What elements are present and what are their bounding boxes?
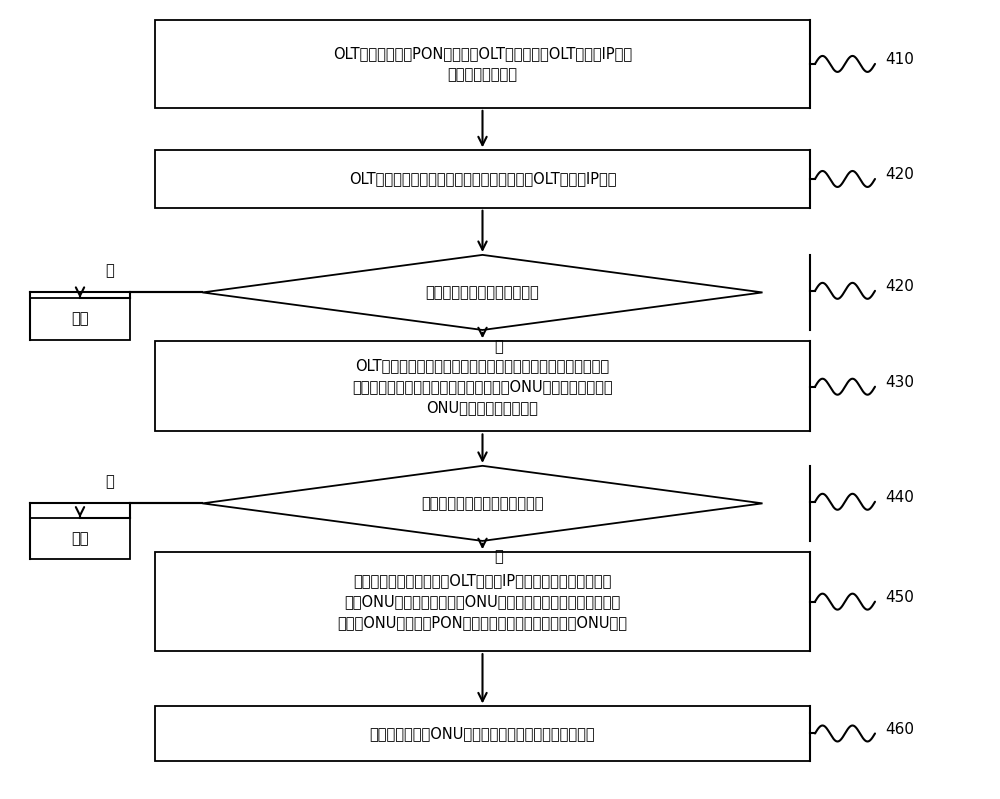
FancyBboxPatch shape — [155, 552, 810, 651]
Text: 线程池管理模块是否有空闲资源: 线程池管理模块是否有空闲资源 — [421, 496, 544, 511]
FancyBboxPatch shape — [155, 341, 810, 431]
Text: 是: 是 — [494, 340, 503, 355]
FancyBboxPatch shape — [155, 20, 810, 108]
Text: 是: 是 — [494, 549, 503, 564]
Text: 信息采集系统是否有空闲资源: 信息采集系统是否有空闲资源 — [426, 285, 539, 300]
FancyBboxPatch shape — [155, 150, 810, 208]
Text: 等待: 等待 — [71, 531, 89, 546]
Text: 420: 420 — [885, 280, 914, 294]
FancyBboxPatch shape — [30, 298, 130, 340]
FancyBboxPatch shape — [155, 706, 810, 761]
Text: 由线程池管理模块针对每OLT设备的IP地址在具有空闲资源的未
注册ONU采集模块或已注册ONU采集模块中创建一个线程，获取
未注册ONU信息以及PON端口的上联: 由线程池管理模块针对每OLT设备的IP地址在具有空闲资源的未 注册ONU采集模块… — [338, 573, 628, 630]
Text: OLT分发模块从待扫描队列中顺序取出需扫描OLT设备的IP地址: OLT分发模块从待扫描队列中顺序取出需扫描OLT设备的IP地址 — [349, 172, 616, 186]
Text: 等待: 等待 — [71, 312, 89, 326]
Text: 线程将获取到的ONU信息存储在数据库中后，释放资源: 线程将获取到的ONU信息存储在数据库中后，释放资源 — [370, 726, 595, 741]
Polygon shape — [202, 466, 763, 541]
Text: 否: 否 — [106, 474, 114, 489]
Text: 440: 440 — [885, 491, 914, 505]
Text: OLT分发模块监控PON全网中的OLT设备，并将OLT设备的IP地址
加入待扫描队列中: OLT分发模块监控PON全网中的OLT设备，并将OLT设备的IP地址 加入待扫描… — [333, 46, 632, 82]
Text: 450: 450 — [885, 590, 914, 605]
Text: OLT分发模块向信息采集系统的进程调度模块申请进程资源，并
由进程调度模块在具有空闲资源的未注册ONU采集模块或已注册
ONU采集模块中创建进程: OLT分发模块向信息采集系统的进程调度模块申请进程资源，并 由进程调度模块在具有… — [352, 358, 613, 415]
Text: 否: 否 — [106, 263, 114, 278]
Text: 460: 460 — [885, 722, 914, 737]
Polygon shape — [202, 255, 763, 330]
Text: 430: 430 — [885, 376, 914, 390]
Text: 410: 410 — [885, 53, 914, 67]
Text: 420: 420 — [885, 168, 914, 182]
FancyBboxPatch shape — [30, 518, 130, 559]
